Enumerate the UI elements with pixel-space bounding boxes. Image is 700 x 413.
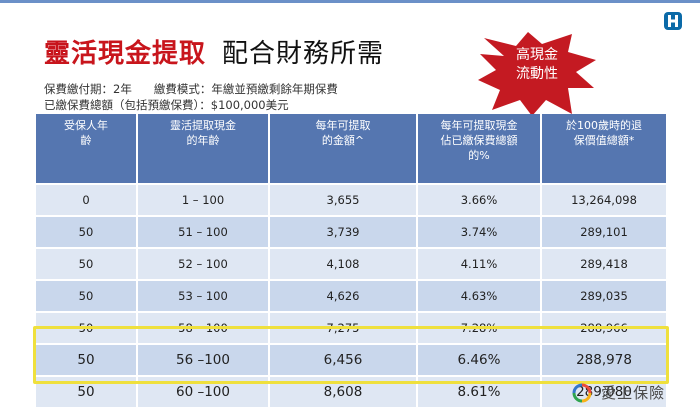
cell: 8.61% [418,377,540,409]
cell: 289,035 [542,281,666,313]
cell: 6.46% [418,345,540,377]
cell: 50 [36,345,136,377]
header-surrender-value: 於100歲時的退保價值總額* [542,114,666,185]
cell: 53 – 100 [138,281,268,313]
table-row: 50 51 – 100 3,739 3.74% 289,101 [36,217,666,249]
burst-line-1: 高現金 [516,47,558,63]
burst-label: 高現金 流動性 [476,46,598,84]
withdrawal-table: 受保人年齡 靈活提取現金的年齡 每年可提取的金額^ 每年可提取現金佔已繳保費總額… [34,114,668,409]
payment-mode: 繳費模式：年繳並預繳剩餘年期保費 [153,82,338,96]
hospital-logo-icon [664,12,682,30]
burst-shape [478,32,596,116]
premium-info-line-1: 保費繳付期：2年 繳費模式：年繳並預繳剩餘年期保費 [44,81,338,97]
cell: 4.11% [418,249,540,281]
brand: 愛上保險 [572,382,665,404]
cell: 13,264,098 [542,185,666,217]
ring-logo-icon [572,383,592,402]
cell: 3.74% [418,217,540,249]
header-annual-amount: 每年可提取的金額^ [270,114,416,185]
cell: 50 [36,281,136,313]
payment-term: 保費繳付期：2年 [44,82,132,96]
cell: 50 [36,249,136,281]
brand-name: 愛上保險 [601,384,666,402]
cell: 60 –100 [138,377,268,409]
table-row: 50 52 – 100 4,108 4.11% 289,418 [36,249,666,281]
cell: 3,739 [270,217,416,249]
top-rule [0,0,700,3]
title-sub: 配合財務所需 [222,39,385,69]
cell: 1 – 100 [138,185,268,217]
table-row-highlighted: 50 56 –100 6,456 6.46% 288,978 [36,345,666,377]
burst-line-2: 流動性 [516,66,558,82]
cell: 58 – 100 [138,313,268,345]
table-row: 50 53 – 100 4,626 4.63% 289,035 [36,281,666,313]
cell: 288,978 [542,345,666,377]
cell: 6,456 [270,345,416,377]
cell: 51 – 100 [138,217,268,249]
cell: 4,108 [270,249,416,281]
cell: 3,655 [270,185,416,217]
cell: 50 [36,313,136,345]
header-insured-age: 受保人年齡 [36,114,136,185]
cell: 7.28% [418,313,540,345]
slide-title: 靈活現金提取 配合財務所需 [44,36,384,75]
table-header-row: 受保人年齡 靈活提取現金的年齡 每年可提取的金額^ 每年可提取現金佔已繳保費總額… [36,114,666,185]
cell: 52 – 100 [138,249,268,281]
cell: 288,966 [542,313,666,345]
header-withdrawal-age: 靈活提取現金的年齡 [138,114,268,185]
cell: 0 [36,185,136,217]
premium-info-line-2: 已繳保費總額（包括預繳保費）：$100,000美元 [44,98,289,112]
cell: 50 [36,377,136,409]
cell: 50 [36,217,136,249]
table-row: 0 1 – 100 3,655 3.66% 13,264,098 [36,185,666,217]
cell: 289,101 [542,217,666,249]
cell: 56 –100 [138,345,268,377]
cell: 4.63% [418,281,540,313]
cell: 8,608 [270,377,416,409]
cell: 4,626 [270,281,416,313]
cell: 7,275 [270,313,416,345]
header-percentage: 每年可提取現金佔已繳保費總額的% [418,114,540,185]
title-main: 靈活現金提取 [44,39,207,69]
cell: 289,418 [542,249,666,281]
table-row: 50 58 – 100 7,275 7.28% 288,966 [36,313,666,345]
cell: 3.66% [418,185,540,217]
